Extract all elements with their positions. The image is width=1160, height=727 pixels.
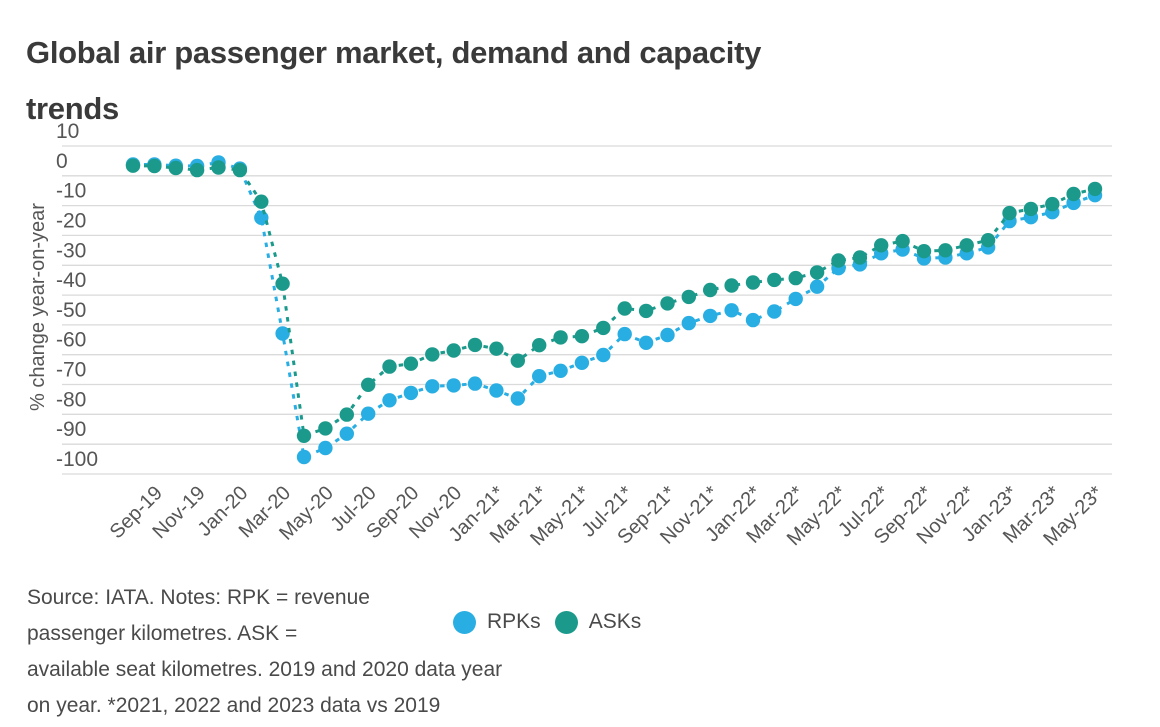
legend-label-asks: ASKs <box>588 610 642 633</box>
svg-text:-50: -50 <box>56 299 86 322</box>
page-title: Global air passenger market, demand and … <box>26 34 762 126</box>
svg-text:-100: -100 <box>56 448 98 471</box>
rpks-dot-icon <box>453 610 476 634</box>
chart-legend: RPKs ASKs <box>453 610 641 634</box>
svg-text:-80: -80 <box>56 388 86 411</box>
svg-text:-20: -20 <box>56 209 86 232</box>
asks-dot-icon <box>554 610 578 634</box>
source-notes: Source: IATA. Notes: RPK = revenue passe… <box>27 580 727 724</box>
legend-item-rpks: RPKs <box>453 610 541 634</box>
svg-text:10: 10 <box>56 120 79 143</box>
svg-text:-10: -10 <box>56 180 86 203</box>
svg-text:0: 0 <box>56 150 68 173</box>
svg-text:-90: -90 <box>56 418 86 441</box>
svg-text:-40: -40 <box>56 269 86 292</box>
legend-item-asks: ASKs <box>554 610 642 634</box>
source-notes-line: on year. *2021, 2022 and 2023 data vs 20… <box>27 694 441 717</box>
svg-text:-70: -70 <box>56 359 86 382</box>
svg-text:-60: -60 <box>56 329 86 352</box>
source-notes-line: passenger kilometres. ASK = <box>27 622 298 645</box>
source-notes-line: available seat kilometres. 2019 and 2020… <box>27 658 503 681</box>
svg-text:-30: -30 <box>56 239 86 262</box>
source-notes-line: Source: IATA. Notes: RPK = revenue <box>27 586 370 609</box>
trend-chart: 100-10-20-30-40-50-60-70-80-90-100Sep-19… <box>27 120 1112 550</box>
svg-text:% change year-on-year: % change year-on-year <box>27 203 49 411</box>
legend-label-rpks: RPKs <box>487 610 541 633</box>
